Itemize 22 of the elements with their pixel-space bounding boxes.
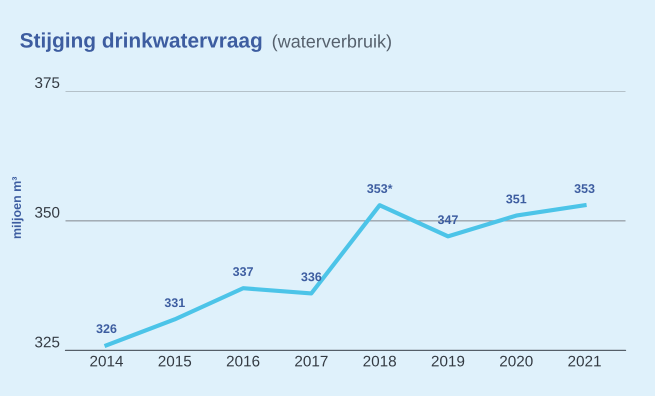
chart-title: Stijging drinkwatervraag [20, 32, 262, 52]
y-tick-label: 325 [35, 336, 60, 348]
x-tick-label: 2021 [568, 356, 601, 367]
data-label: 351 [506, 194, 526, 204]
x-tick-label: 2014 [90, 356, 124, 367]
x-tick-label: 2017 [295, 356, 328, 367]
x-tick-label: 2019 [432, 356, 464, 367]
data-label: 347 [438, 215, 458, 224]
data-label: 353* [367, 184, 393, 194]
y-tick-label: 350 [35, 206, 60, 218]
x-tick-label: 2018 [363, 356, 396, 367]
data-label: 331 [164, 298, 185, 308]
chart-subtitle: (waterverbruik) [272, 34, 391, 52]
data-label: 353 [574, 184, 595, 194]
x-tick-label: 2020 [500, 356, 533, 367]
data-label: 326 [96, 324, 116, 334]
y-tick-label: 375 [35, 77, 60, 88]
x-tick-label: 2016 [226, 356, 260, 367]
x-tick-label: 2015 [158, 356, 192, 367]
y-axis-title: miljoen m³ [12, 176, 24, 238]
data-label: 336 [301, 272, 322, 282]
data-label: 337 [232, 267, 253, 276]
